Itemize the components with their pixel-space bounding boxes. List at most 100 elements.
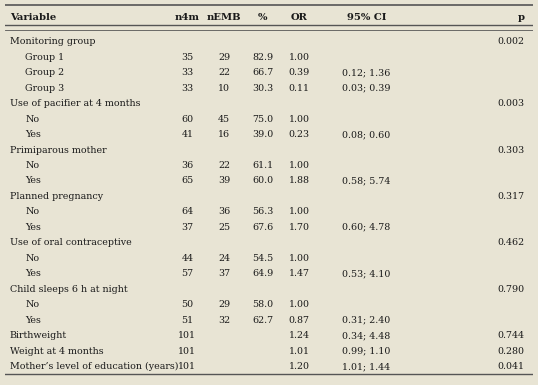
Text: 0.58; 5.74: 0.58; 5.74: [342, 176, 391, 186]
Text: 1.01; 1.44: 1.01; 1.44: [343, 362, 391, 371]
Text: 0.08; 0.60: 0.08; 0.60: [342, 130, 391, 139]
Text: 0.303: 0.303: [498, 146, 525, 154]
Text: 33: 33: [181, 68, 193, 77]
Text: 0.003: 0.003: [498, 99, 525, 108]
Text: Use of oral contraceptive: Use of oral contraceptive: [10, 238, 131, 248]
Text: n4m: n4m: [175, 13, 200, 22]
Text: 0.002: 0.002: [498, 37, 525, 46]
Text: 60.0: 60.0: [252, 176, 273, 186]
Text: 75.0: 75.0: [252, 115, 273, 124]
Text: 64: 64: [181, 208, 193, 216]
Text: 29: 29: [218, 300, 230, 309]
Text: Yes: Yes: [25, 223, 41, 232]
Text: Child sleeps 6 h at night: Child sleeps 6 h at night: [10, 285, 127, 294]
Text: 67.6: 67.6: [252, 223, 273, 232]
Text: 35: 35: [181, 53, 193, 62]
Text: 60: 60: [181, 115, 193, 124]
Text: 1.24: 1.24: [288, 331, 309, 340]
Text: 44: 44: [181, 254, 193, 263]
Text: 36: 36: [181, 161, 193, 170]
Text: No: No: [25, 254, 39, 263]
Text: 24: 24: [218, 254, 230, 263]
Text: Yes: Yes: [25, 270, 41, 278]
Text: Variable: Variable: [10, 13, 56, 22]
Text: 54.5: 54.5: [252, 254, 273, 263]
Text: 10: 10: [218, 84, 230, 93]
Text: 0.39: 0.39: [288, 68, 310, 77]
Text: Group 1: Group 1: [25, 53, 65, 62]
Text: 1.00: 1.00: [288, 53, 309, 62]
Text: Planned pregnancy: Planned pregnancy: [10, 192, 103, 201]
Text: 101: 101: [178, 346, 196, 356]
Text: 39: 39: [218, 176, 230, 186]
Text: 0.31; 2.40: 0.31; 2.40: [342, 316, 391, 325]
Text: 1.00: 1.00: [288, 115, 309, 124]
Text: p: p: [518, 13, 525, 22]
Text: Mother’s level of education (years): Mother’s level of education (years): [10, 362, 178, 371]
Text: 82.9: 82.9: [252, 53, 273, 62]
Text: 61.1: 61.1: [252, 161, 273, 170]
Text: 0.03; 0.39: 0.03; 0.39: [342, 84, 391, 93]
Text: 1.00: 1.00: [288, 161, 309, 170]
Text: Yes: Yes: [25, 130, 41, 139]
Text: 57: 57: [181, 270, 193, 278]
Text: 0.53; 4.10: 0.53; 4.10: [342, 270, 391, 278]
Text: Primiparous mother: Primiparous mother: [10, 146, 106, 154]
Text: 101: 101: [178, 362, 196, 371]
Text: Yes: Yes: [25, 176, 41, 186]
Text: Birthweight: Birthweight: [10, 331, 67, 340]
Text: 30.3: 30.3: [252, 84, 273, 93]
Text: 50: 50: [181, 300, 193, 309]
Text: Use of pacifier at 4 months: Use of pacifier at 4 months: [10, 99, 140, 108]
Text: 16: 16: [218, 130, 230, 139]
Text: 41: 41: [181, 130, 193, 139]
Text: 1.47: 1.47: [288, 270, 309, 278]
Text: 0.34; 4.48: 0.34; 4.48: [342, 331, 391, 340]
Text: 0.23: 0.23: [288, 130, 309, 139]
Text: 0.87: 0.87: [288, 316, 309, 325]
Text: 0.462: 0.462: [498, 238, 525, 248]
Text: 29: 29: [218, 53, 230, 62]
Text: 51: 51: [181, 316, 193, 325]
Text: No: No: [25, 208, 39, 216]
Text: Weight at 4 months: Weight at 4 months: [10, 346, 103, 356]
Text: 0.041: 0.041: [498, 362, 525, 371]
Text: No: No: [25, 161, 39, 170]
Text: 25: 25: [218, 223, 230, 232]
Text: 0.790: 0.790: [498, 285, 525, 294]
Text: 0.280: 0.280: [498, 346, 525, 356]
Text: 37: 37: [218, 270, 230, 278]
Text: 1.00: 1.00: [288, 300, 309, 309]
Text: 45: 45: [218, 115, 230, 124]
Text: 36: 36: [218, 208, 230, 216]
Text: Monitoring group: Monitoring group: [10, 37, 95, 46]
Text: 0.12; 1.36: 0.12; 1.36: [342, 68, 391, 77]
Text: 1.00: 1.00: [288, 254, 309, 263]
Text: OR: OR: [291, 13, 308, 22]
Text: 22: 22: [218, 68, 230, 77]
Text: 32: 32: [218, 316, 230, 325]
Text: 0.11: 0.11: [288, 84, 309, 93]
Text: 0.60; 4.78: 0.60; 4.78: [342, 223, 391, 232]
Text: 56.3: 56.3: [252, 208, 273, 216]
Text: 101: 101: [178, 331, 196, 340]
Text: No: No: [25, 115, 39, 124]
Text: 33: 33: [181, 84, 193, 93]
Text: 22: 22: [218, 161, 230, 170]
Text: 62.7: 62.7: [252, 316, 273, 325]
Text: 1.70: 1.70: [288, 223, 309, 232]
Text: nEMB: nEMB: [207, 13, 242, 22]
Text: Group 3: Group 3: [25, 84, 65, 93]
Text: Group 2: Group 2: [25, 68, 65, 77]
Text: No: No: [25, 300, 39, 309]
Text: 0.317: 0.317: [498, 192, 525, 201]
Text: 1.00: 1.00: [288, 208, 309, 216]
Text: 65: 65: [181, 176, 193, 186]
Text: Yes: Yes: [25, 316, 41, 325]
Text: 1.88: 1.88: [288, 176, 309, 186]
Text: 1.01: 1.01: [288, 346, 309, 356]
Text: 66.7: 66.7: [252, 68, 273, 77]
Text: %: %: [258, 13, 267, 22]
Text: 64.9: 64.9: [252, 270, 273, 278]
Text: 95% CI: 95% CI: [347, 13, 386, 22]
